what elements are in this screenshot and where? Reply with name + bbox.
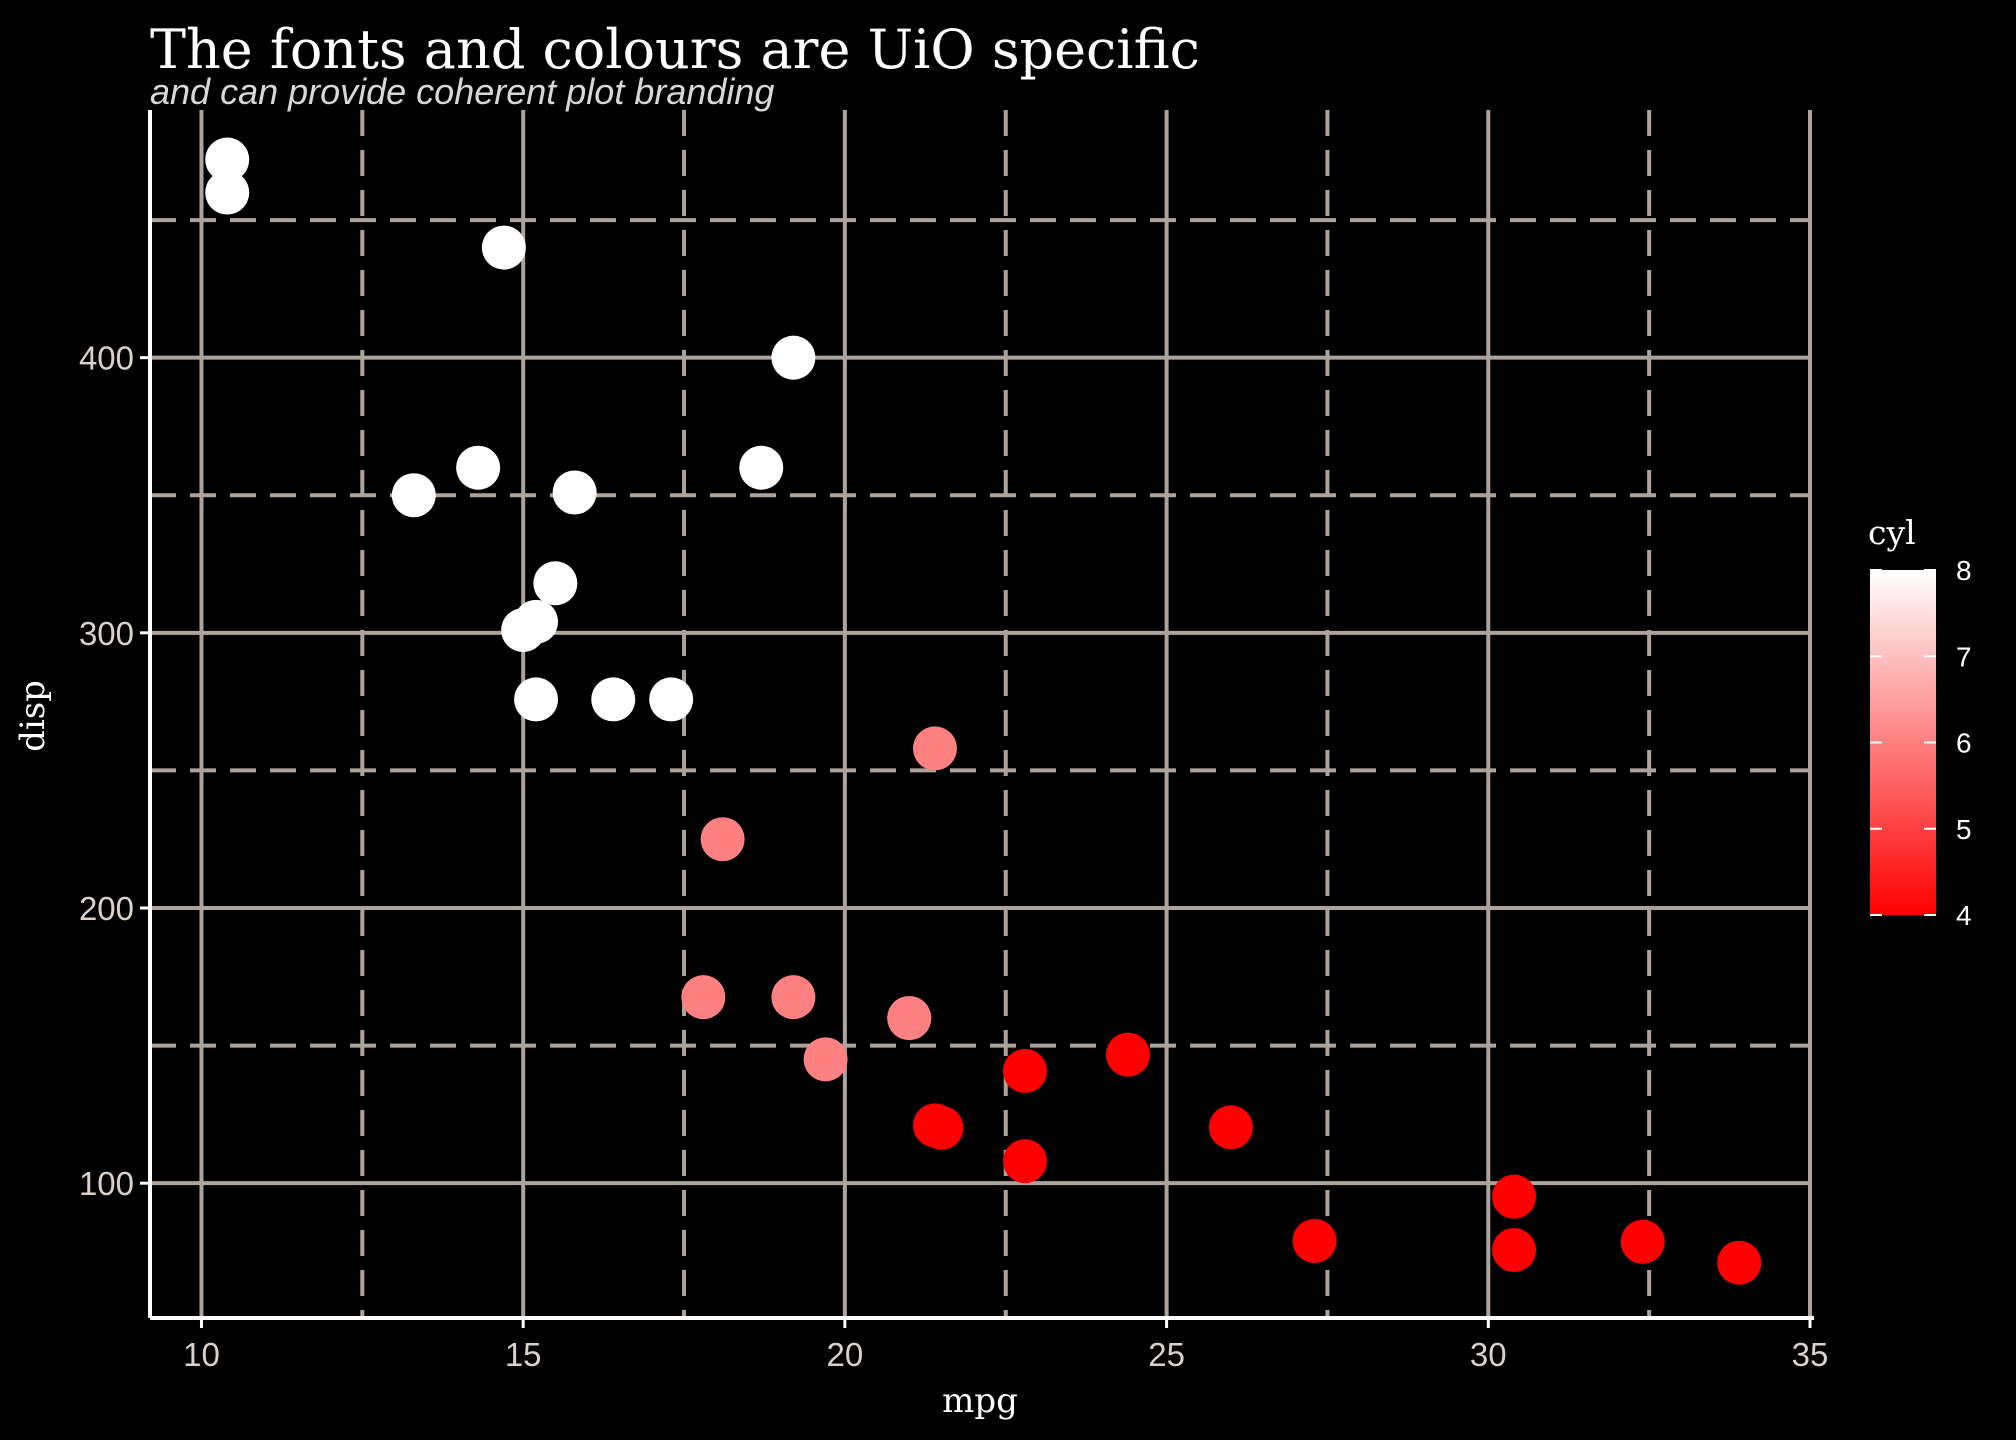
x-tick-label: 25 bbox=[1148, 1336, 1185, 1373]
x-tick-label: 20 bbox=[827, 1336, 864, 1373]
data-point bbox=[533, 561, 578, 606]
y-tick-label: 400 bbox=[79, 340, 134, 377]
x-tick-label: 35 bbox=[1792, 1336, 1829, 1373]
data-point bbox=[391, 473, 436, 518]
data-point bbox=[501, 608, 546, 653]
data-point bbox=[514, 677, 559, 722]
legend-title: cyl bbox=[1868, 513, 1916, 552]
legend-tick-label: 7 bbox=[1956, 641, 1972, 672]
data-point bbox=[771, 975, 816, 1020]
data-point bbox=[552, 470, 597, 515]
data-point bbox=[1492, 1228, 1537, 1273]
data-point bbox=[205, 137, 250, 182]
data-point bbox=[739, 445, 784, 490]
data-point bbox=[1208, 1105, 1253, 1150]
legend-tick-label: 4 bbox=[1956, 900, 1972, 931]
data-point bbox=[591, 677, 636, 722]
data-point bbox=[1292, 1218, 1337, 1263]
data-point bbox=[1003, 1048, 1048, 1093]
y-tick-label: 300 bbox=[79, 615, 134, 652]
axes: 10 15 20 25 30 35 100 200 300 400 bbox=[79, 110, 1828, 1373]
x-tick-label: 30 bbox=[1470, 1336, 1507, 1373]
data-point bbox=[771, 335, 816, 380]
y-tick-label: 100 bbox=[79, 1165, 134, 1202]
gridlines bbox=[150, 110, 1812, 1318]
data-point bbox=[803, 1037, 848, 1082]
data-point bbox=[1003, 1139, 1048, 1184]
legend-tick-label: 5 bbox=[1956, 814, 1972, 845]
y-tick-label: 200 bbox=[79, 890, 134, 927]
data-point bbox=[1492, 1174, 1537, 1219]
data-points bbox=[205, 137, 1762, 1285]
data-point bbox=[1717, 1240, 1762, 1285]
data-point bbox=[456, 445, 501, 490]
x-tick-label: 10 bbox=[183, 1336, 220, 1373]
data-point bbox=[887, 996, 932, 1041]
data-point bbox=[1620, 1219, 1665, 1264]
x-tick-label: 15 bbox=[505, 1336, 542, 1373]
data-point bbox=[912, 1103, 957, 1148]
data-point bbox=[1105, 1032, 1150, 1077]
data-point bbox=[481, 225, 526, 270]
data-point bbox=[912, 726, 957, 771]
legend-tick-label: 6 bbox=[1956, 728, 1972, 759]
data-point bbox=[700, 817, 745, 862]
x-axis-title: mpg bbox=[942, 1381, 1018, 1421]
color-legend: cyl 4 5 6 7 8 bbox=[1868, 513, 1972, 931]
y-axis-title: disp bbox=[13, 680, 53, 752]
data-point bbox=[205, 170, 250, 215]
data-point bbox=[681, 975, 726, 1020]
data-point bbox=[649, 677, 694, 722]
legend-tick-label: 8 bbox=[1956, 555, 1972, 586]
chart-title: The fonts and colours are UiO specific bbox=[150, 18, 1200, 81]
chart-subtitle: and can provide coherent plot branding bbox=[150, 71, 774, 112]
